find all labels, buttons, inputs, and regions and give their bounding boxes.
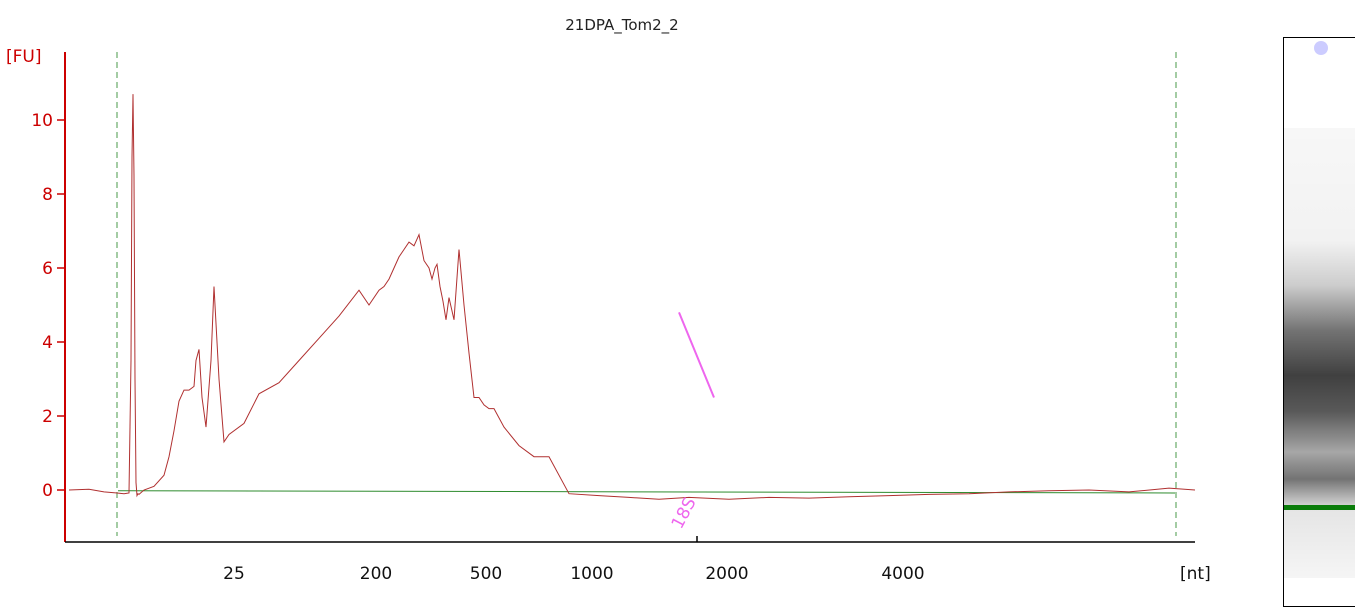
electropherogram-chart: 21DPA_Tom2_2 [FU] [nt] 0 2 4 6 8 10 25 200 500 1… <box>6 16 1211 584</box>
plot-area: 18S <box>68 94 1196 532</box>
y-tick-label: 10 <box>31 111 53 131</box>
x-tick-label: 2000 <box>705 564 748 584</box>
y-tick-label: 6 <box>42 259 53 279</box>
x-tick-label: 1000 <box>570 564 613 584</box>
peak-area-line <box>678 312 715 398</box>
y-axis-label: [FU] <box>6 47 42 67</box>
y-tick-label: 8 <box>42 185 53 205</box>
x-tick-label: 500 <box>470 564 502 584</box>
gel-lane <box>1283 37 1355 607</box>
y-tick-label: 0 <box>42 481 53 501</box>
x-tick-label: 25 <box>223 564 245 584</box>
y-axis: 0 2 4 6 8 10 <box>31 52 66 542</box>
y-tick-label: 2 <box>42 407 53 427</box>
gel-marker-band <box>1284 505 1355 510</box>
peak-label-18s: 18S <box>668 494 701 532</box>
chart-title: 21DPA_Tom2_2 <box>565 16 678 35</box>
x-tick-label: 200 <box>360 564 392 584</box>
x-axis: 25 200 500 1000 2000 4000 <box>65 536 1195 584</box>
electropherogram-trace <box>68 94 1196 500</box>
marker-lines <box>116 52 1177 536</box>
x-tick-label: 4000 <box>881 564 924 584</box>
y-tick-label: 4 <box>42 333 53 353</box>
gel-well-dot <box>1314 41 1328 55</box>
gel-smear <box>1284 128 1355 578</box>
x-axis-label: [nt] <box>1180 564 1211 584</box>
